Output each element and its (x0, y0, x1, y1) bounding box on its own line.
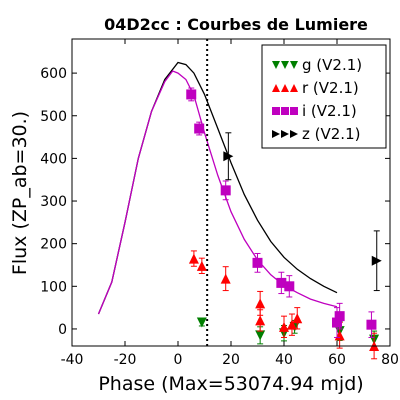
x-tick-label: 80 (381, 352, 399, 368)
point-r (196, 257, 207, 275)
legend-marker-z (281, 130, 289, 138)
marker-z (371, 255, 382, 266)
legend-marker-g (272, 61, 280, 69)
point-g (196, 317, 207, 328)
legend-item-r: r (V2.1) (272, 79, 359, 97)
point-r (279, 315, 289, 338)
marker-r (279, 321, 289, 332)
marker-i (194, 123, 205, 134)
y-tick-label: 300 (40, 194, 67, 210)
chart-title: 04D2cc : Courbes de Lumiere (104, 15, 368, 34)
data-points (186, 87, 382, 360)
y-tick-label: 500 (40, 109, 67, 125)
point-i (186, 87, 197, 102)
point-i (284, 275, 295, 298)
legend-marker-g (290, 61, 298, 69)
x-tick-label: -40 (61, 352, 84, 368)
marker-i (276, 277, 287, 288)
marker-i (332, 317, 342, 328)
axis-ticks: -40 -20 0 20 40 60 80 0 100 200 300 400 500 600 (40, 39, 399, 368)
legend-label-i: i (V2.1) (302, 102, 357, 120)
marker-i (252, 257, 263, 268)
legend-marker-g (281, 61, 289, 69)
x-tick-label: 0 (174, 352, 183, 368)
x-tick-label: 20 (222, 352, 240, 368)
marker-r (196, 260, 207, 271)
legend-marker-r (272, 84, 280, 92)
marker-r (255, 298, 266, 309)
point-i (276, 271, 287, 295)
marker-r (334, 330, 345, 341)
legend: g (V2.1) r (V2.1) i (V2.1) z (V2.1) (261, 44, 387, 149)
marker-g (196, 317, 207, 328)
point-i (194, 121, 205, 136)
legend-marker-r (290, 84, 298, 92)
point-i (334, 302, 345, 330)
marker-i (220, 185, 231, 196)
y-tick-label: 400 (40, 151, 67, 167)
y-axis-label: Flux (ZP_ab=30.) (9, 111, 31, 275)
marker-r (220, 273, 231, 284)
point-r (292, 307, 303, 330)
legend-item-g: g (V2.1) (272, 56, 362, 74)
x-tick-label: -20 (114, 352, 137, 368)
point-r (220, 266, 231, 292)
point-i (252, 252, 263, 273)
legend-marker-i (281, 107, 289, 115)
legend-label-z: z (V2.1) (302, 125, 360, 143)
x-axis-label: Phase (Max=53074.94 mjd) (98, 373, 363, 395)
y-tick-label: 0 (58, 322, 67, 338)
x-tick-label: 40 (275, 352, 293, 368)
point-i (220, 180, 231, 201)
point-i (366, 311, 377, 338)
marker-i (186, 89, 197, 100)
marker-i (284, 281, 295, 292)
marker-g (255, 330, 266, 341)
marker-i (334, 311, 345, 322)
marker-i (366, 319, 377, 330)
y-tick-label: 200 (40, 237, 67, 253)
marker-r (292, 313, 303, 324)
marker-r (286, 319, 297, 330)
legend-label-r: r (V2.1) (302, 79, 359, 97)
y-tick-label: 600 (40, 66, 67, 82)
point-r (188, 250, 199, 267)
marker-r (255, 315, 266, 326)
x-tick-label: 60 (328, 352, 346, 368)
y-tick-label: 100 (40, 279, 67, 295)
point-r (255, 309, 266, 332)
point-z (371, 230, 382, 292)
legend-item-i: i (V2.1) (272, 102, 357, 120)
legend-item-z: z (V2.1) (272, 125, 360, 143)
legend-marker-z (290, 130, 298, 138)
legend-marker-i (290, 107, 298, 115)
legend-label-g: g (V2.1) (302, 56, 362, 74)
marker-z (223, 151, 234, 162)
legend-marker-i (272, 107, 280, 115)
point-r (286, 313, 297, 336)
legend-marker-z (272, 130, 280, 138)
legend-marker-r (281, 84, 289, 92)
point-z (223, 132, 234, 181)
marker-r (188, 253, 199, 264)
